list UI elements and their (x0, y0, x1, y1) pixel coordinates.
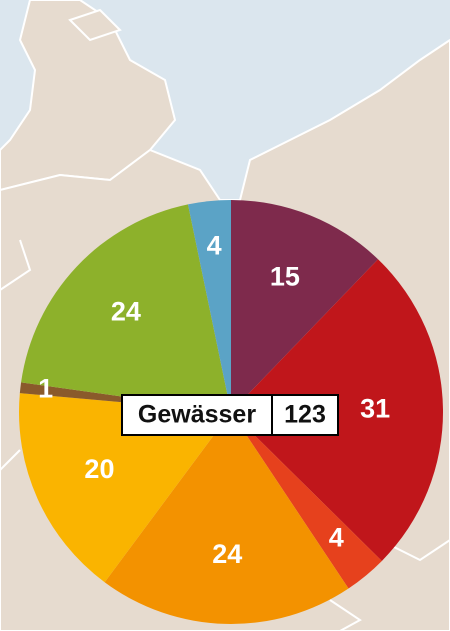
pie-slice (231, 200, 379, 412)
pie-slice (104, 412, 349, 625)
slice-label: 24 (111, 296, 141, 326)
slice-label: 1 (38, 374, 53, 404)
pie-slice (187, 200, 231, 412)
center-box: Gewässer 123 (121, 394, 339, 436)
center-label: Gewässer (138, 401, 256, 429)
slice-label: 4 (207, 231, 222, 261)
slice-label: 31 (360, 393, 390, 423)
pie-slice (18, 393, 231, 583)
pie-slice (231, 412, 382, 589)
center-box-frame (121, 394, 339, 436)
slice-label: 15 (270, 261, 300, 291)
slice-label: 20 (84, 454, 114, 484)
total: 123 (284, 401, 326, 429)
slice-label: 4 (329, 523, 344, 553)
pie: 15 31 4 24 20 1 24 4 (18, 200, 443, 625)
pie-slice (21, 204, 232, 412)
slice-label: 24 (212, 539, 242, 569)
